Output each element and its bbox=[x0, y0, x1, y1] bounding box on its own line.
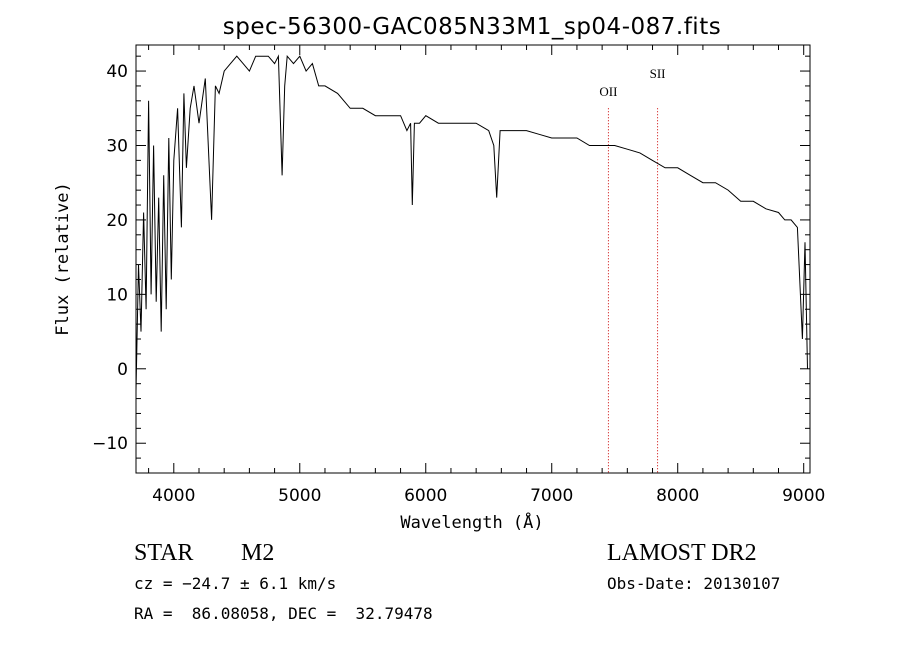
y-tick-label: 10 bbox=[106, 285, 128, 305]
object-subclass: M2 bbox=[241, 540, 274, 566]
x-tick-label: 9000 bbox=[782, 486, 825, 506]
object-class: STAR bbox=[134, 540, 193, 566]
x-tick-label: 6000 bbox=[404, 486, 447, 506]
x-tick-label: 4000 bbox=[152, 486, 195, 506]
line-marker-label: SII bbox=[650, 66, 666, 81]
spectrum-line bbox=[136, 54, 808, 392]
y-tick-label: 40 bbox=[106, 62, 128, 82]
y-tick-label: −10 bbox=[92, 434, 128, 454]
line-marker-label: OII bbox=[599, 84, 617, 99]
obs-date: Obs-Date: 20130107 bbox=[607, 574, 780, 593]
y-tick-label: 30 bbox=[106, 136, 128, 156]
plot-frame bbox=[135, 44, 811, 474]
x-tick-label: 7000 bbox=[530, 486, 573, 506]
emission-line-markers: OII SII bbox=[599, 66, 666, 473]
survey-name: LAMOST DR2 bbox=[607, 540, 757, 566]
y-tick-label: 0 bbox=[117, 360, 128, 380]
coordinates: RA = 86.08058, DEC = 32.79478 bbox=[134, 604, 433, 623]
chart-title: spec-56300-GAC085N33M1_sp04-087.fits bbox=[223, 14, 721, 40]
x-axis-label: Wavelength (Å) bbox=[400, 511, 543, 533]
y-tick-label: 20 bbox=[106, 211, 128, 231]
x-tick-label: 8000 bbox=[656, 486, 699, 506]
y-axis-label: Flux (relative) bbox=[53, 182, 73, 336]
x-tick-label: 5000 bbox=[278, 486, 321, 506]
x-axis: 4000 5000 6000 7000 8000 9000 bbox=[148, 45, 825, 506]
redshift-readout: cz = −24.7 ± 6.1 km/s bbox=[134, 574, 336, 593]
